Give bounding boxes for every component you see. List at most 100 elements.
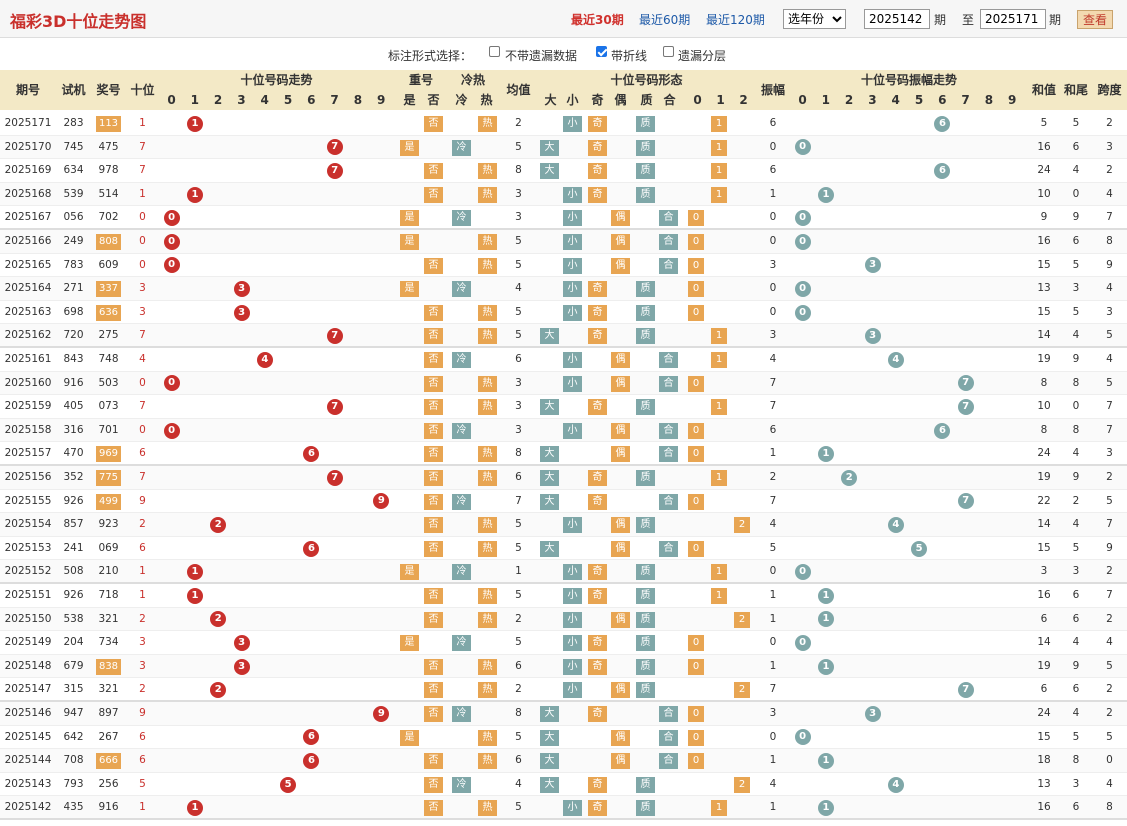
prime-cell: 质 — [636, 776, 655, 793]
repeat-cell: 是 — [400, 729, 419, 746]
amplitude-ball: 5 — [911, 540, 928, 557]
mean-cell: 2 — [515, 117, 522, 129]
test-number-cell: 634 — [63, 164, 84, 177]
test-number-cell: 679 — [63, 659, 84, 672]
span-cell: 5 — [1106, 730, 1113, 743]
repeat-cell: 否 — [424, 186, 443, 203]
tail-cell: 6 — [1072, 235, 1080, 247]
parity-cell: 偶 — [611, 375, 630, 392]
no-omit-checkbox[interactable] — [489, 46, 500, 57]
header-cell: 和尾 — [1063, 83, 1088, 97]
test-number-cell: 947 — [63, 707, 84, 719]
test-number-cell: 745 — [63, 140, 84, 153]
digit-header: 9 — [1008, 93, 1017, 107]
tail-cell: 8 — [1072, 754, 1080, 767]
to-period-input[interactable] — [980, 9, 1046, 29]
test-number-cell: 249 — [63, 235, 84, 247]
period-cell: 2025171 — [4, 117, 52, 129]
tens-cell: 3 — [139, 636, 146, 649]
digit-header: 0 — [798, 93, 807, 107]
test-number-cell: 708 — [63, 754, 84, 767]
tens-ball: 3 — [233, 281, 250, 297]
repeat-cell: 否 — [424, 588, 443, 604]
layer-checkbox[interactable] — [663, 46, 674, 57]
amplitude-ball: 0 — [794, 635, 811, 651]
option-label: 标注形式选择： — [388, 49, 473, 63]
hotcold-cell: 热 — [478, 304, 497, 321]
header-group: 重号 — [408, 73, 433, 87]
prime-cell: 质 — [636, 186, 655, 203]
period-30-link[interactable]: 最近30期 — [571, 13, 624, 27]
span-cell: 0 — [1106, 754, 1113, 767]
award-number-cell: 718 — [98, 589, 119, 601]
tail-cell: 5 — [1072, 541, 1080, 554]
sum-cell: 19 — [1037, 659, 1051, 672]
mean-cell: 5 — [515, 636, 522, 649]
size-cell: 小 — [563, 658, 582, 675]
sum-cell: 9 — [1040, 211, 1048, 224]
mean-cell: 5 — [515, 305, 522, 318]
size-cell: 小 — [563, 352, 582, 368]
prime-cell: 质 — [636, 304, 655, 321]
hotcold-cell: 冷 — [452, 281, 471, 298]
size-cell: 小 — [563, 422, 582, 439]
parity-cell: 偶 — [611, 540, 630, 557]
mod3-cell: 2 — [734, 611, 750, 628]
period-cell: 2025143 — [4, 777, 52, 790]
award-number-cell: 256 — [98, 777, 119, 790]
tens-cell: 1 — [139, 117, 146, 129]
header-group: 冷热 — [460, 73, 485, 87]
tail-cell: 6 — [1072, 612, 1080, 625]
amplitude-ball: 7 — [957, 682, 974, 699]
mean-cell: 7 — [515, 494, 522, 507]
span-cell: 9 — [1106, 541, 1113, 554]
from-period-input[interactable] — [864, 9, 930, 29]
hotcold-cell: 热 — [478, 163, 497, 180]
period-cell: 2025168 — [4, 187, 52, 200]
tens-ball: 7 — [326, 139, 343, 156]
amplitude-ball: 0 — [794, 564, 811, 581]
mean-cell: 5 — [515, 258, 522, 271]
amplitude-ball: 0 — [794, 304, 811, 321]
period-60-link[interactable]: 最近60期 — [639, 13, 691, 27]
period-cell: 2025149 — [4, 636, 52, 649]
hotcold-cell: 热 — [478, 800, 497, 817]
sub-header: 质 — [640, 93, 653, 107]
prime-cell: 质 — [636, 116, 655, 132]
repeat-cell: 否 — [424, 706, 443, 722]
parity-cell: 偶 — [611, 352, 630, 368]
table-header: 期号 试机 奖号 十位 均值 振幅 和值 和尾 跨度 十位号码走势 重号 冷热 十位号码形态 十位号码振幅… — [0, 70, 1127, 110]
sum-cell: 13 — [1037, 777, 1051, 790]
tens-ball: 6 — [303, 540, 320, 557]
parity-cell: 奇 — [588, 658, 607, 675]
prime-cell: 合 — [659, 493, 678, 510]
sum-cell: 16 — [1037, 801, 1051, 814]
year-select[interactable]: 选年份 — [783, 9, 846, 29]
tens-ball: 7 — [326, 163, 343, 179]
tail-cell: 8 — [1072, 423, 1080, 436]
test-number-cell: 642 — [63, 730, 84, 743]
tens-ball: 1 — [186, 800, 203, 817]
query-button[interactable]: 查看 — [1077, 10, 1113, 29]
test-number-cell: 926 — [63, 589, 84, 601]
span-cell: 7 — [1106, 400, 1113, 413]
award-number-cell: 475 — [98, 140, 119, 153]
period-cell: 2025150 — [4, 612, 52, 625]
award-number-cell: 978 — [98, 164, 119, 177]
parity-cell: 奇 — [588, 635, 607, 652]
parity-cell: 偶 — [611, 517, 630, 534]
period-120-link[interactable]: 最近120期 — [706, 13, 765, 27]
amplitude-ball: 2 — [841, 469, 858, 486]
mean-cell: 2 — [515, 683, 522, 696]
test-number-cell: 204 — [63, 636, 84, 649]
tens-cell: 7 — [139, 329, 146, 342]
mod3-cell: 0 — [688, 729, 704, 746]
prime-cell: 合 — [659, 210, 678, 227]
tens-cell: 4 — [139, 353, 146, 365]
mod3-cell: 1 — [711, 564, 727, 581]
tens-ball: 7 — [326, 328, 343, 345]
sum-cell: 15 — [1037, 305, 1051, 318]
polyline-checkbox[interactable] — [596, 46, 607, 57]
test-number-cell: 698 — [63, 305, 84, 318]
amplitude-ball: 1 — [817, 446, 834, 463]
